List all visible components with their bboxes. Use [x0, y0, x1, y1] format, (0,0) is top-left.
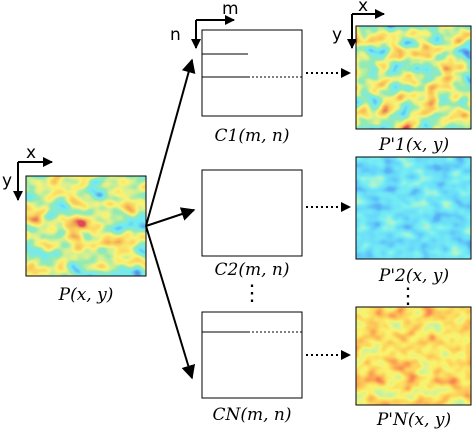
ccd-axes: m n	[170, 0, 239, 49]
output-2-frame	[355, 156, 472, 260]
ccd-n-axis-label: n	[170, 25, 181, 45]
ccd-frame-n: CN(m, n)	[201, 311, 303, 425]
ccd-2-box	[201, 169, 303, 257]
ccd-frame-1: C1(m, n)	[201, 29, 303, 146]
ccd-2-label: C2(m, n)	[215, 260, 290, 280]
output-2-label: P'2(x, y)	[378, 266, 449, 286]
output-ellipsis: ⋮	[397, 284, 419, 309]
output-field-2: P'2(x, y)	[355, 156, 472, 286]
arrow-to-ccd-2	[145, 207, 196, 227]
output-x-axis-label: x	[358, 0, 368, 16]
ccd-n-box	[201, 311, 303, 399]
ccd-1-box	[201, 29, 303, 117]
output-1-speckle-image	[356, 26, 471, 129]
output-1-frame	[355, 25, 472, 130]
fanout-arrows	[145, 58, 196, 380]
ccd-ellipsis: ⋮	[241, 281, 263, 306]
ccd-frame-2: C2(m, n)	[201, 169, 303, 280]
input-field-group: x y P(x, y)	[2, 143, 147, 305]
output-2-speckle-image	[356, 157, 471, 259]
reconstruction-arrows	[306, 68, 351, 360]
input-x-axis-label: x	[26, 143, 36, 163]
output-1-label: P'1(x, y)	[378, 135, 449, 155]
arrow-to-ccd-1	[145, 58, 196, 227]
output-field-1: P'1(x, y)	[355, 25, 472, 155]
output-y-axis-label: y	[332, 25, 342, 45]
input-field-caption: P(x, y)	[58, 285, 114, 305]
output-n-label: P'N(x, y)	[376, 410, 451, 430]
output-n-frame	[355, 306, 472, 406]
input-y-axis-label: y	[2, 171, 12, 191]
output-n-speckle-image	[356, 307, 471, 405]
ccd-m-axis-label: m	[222, 0, 239, 19]
arrow-to-ccd-n	[145, 225, 196, 380]
output-axes: x y	[332, 0, 385, 49]
ccd-1-label: C1(m, n)	[215, 126, 290, 146]
ccd-n-label: CN(m, n)	[212, 405, 291, 425]
output-field-n: P'N(x, y)	[355, 306, 472, 430]
input-speckle-image	[26, 176, 146, 276]
